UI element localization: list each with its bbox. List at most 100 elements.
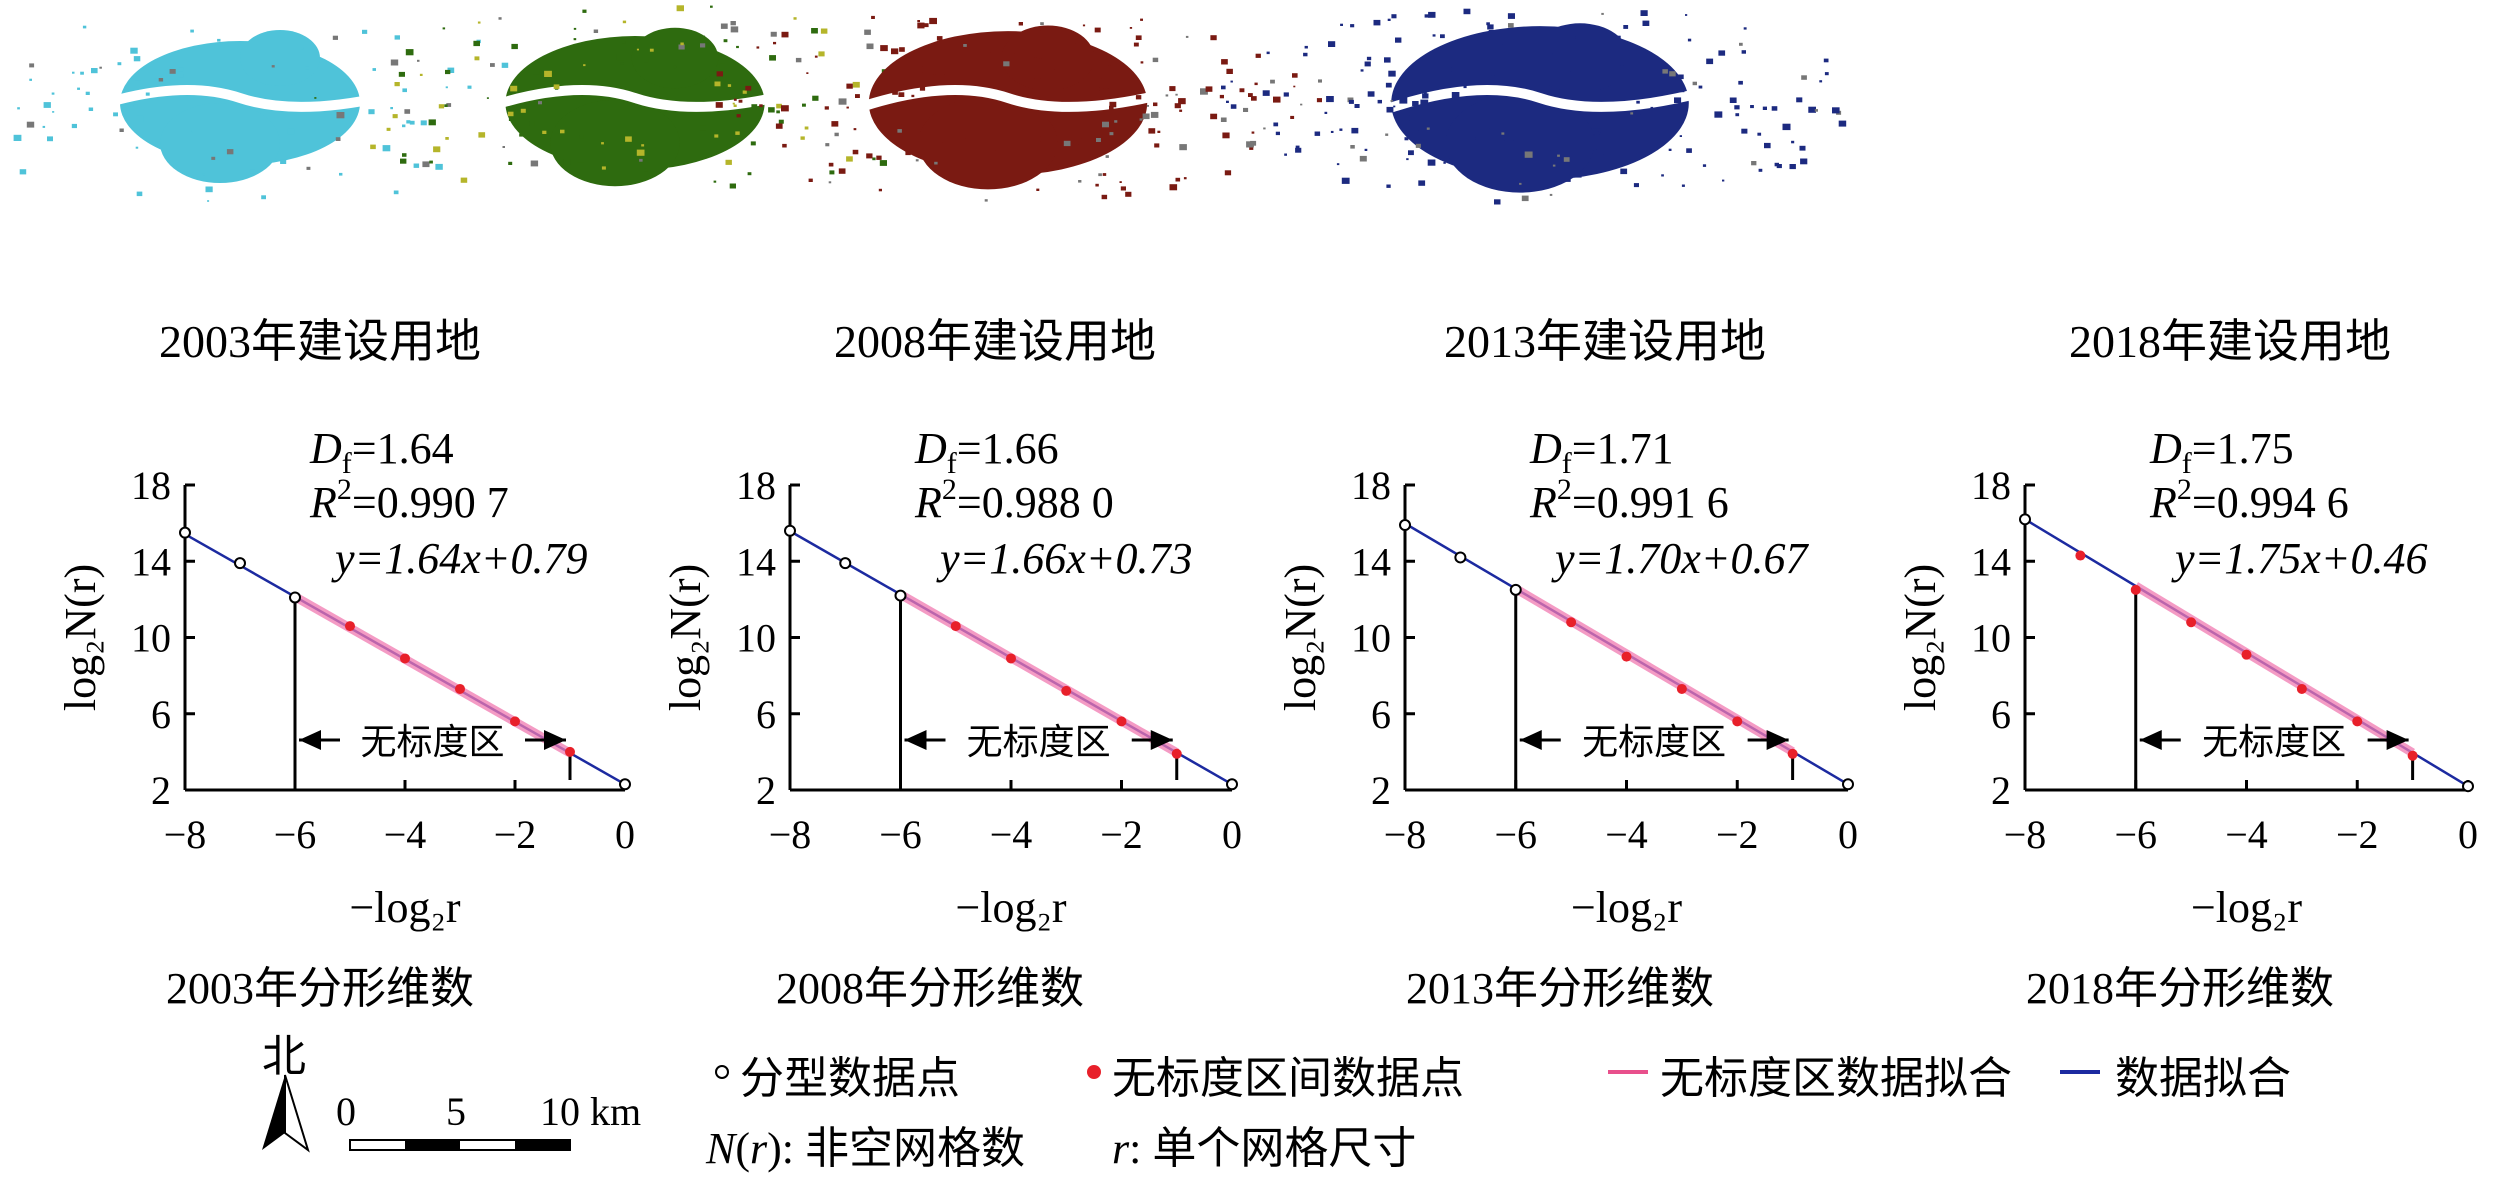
map-river bbox=[483, 85, 797, 113]
map-patch bbox=[1251, 96, 1257, 101]
map-patch bbox=[1098, 173, 1102, 177]
fractal-point bbox=[619, 778, 631, 791]
north-arrow-icon bbox=[262, 1075, 285, 1150]
map-patch bbox=[1050, 66, 1055, 70]
map-patch bbox=[620, 62, 624, 65]
map-patch bbox=[714, 134, 719, 138]
map-patch bbox=[1005, 139, 1008, 142]
map-patch bbox=[178, 73, 184, 78]
map-patch bbox=[1284, 153, 1287, 156]
map-patch bbox=[1722, 179, 1725, 182]
map-patch bbox=[713, 180, 717, 183]
map-patch bbox=[1415, 143, 1421, 148]
fractal-point bbox=[1399, 519, 1411, 532]
map-patch bbox=[700, 125, 707, 131]
map-river bbox=[88, 85, 402, 113]
map-patch bbox=[595, 145, 597, 147]
map-patch bbox=[478, 132, 486, 138]
map-patch bbox=[1039, 56, 1042, 59]
map-patch bbox=[1502, 44, 1506, 48]
map-patch bbox=[145, 92, 150, 96]
map-patch bbox=[1350, 145, 1355, 149]
y-axis-label: log₂N(r) bbox=[56, 564, 105, 711]
map-core-south bbox=[918, 96, 1058, 190]
map-patch bbox=[1283, 92, 1289, 97]
map-patch bbox=[965, 133, 972, 139]
map-patch bbox=[26, 121, 35, 128]
map-patch bbox=[1395, 37, 1402, 43]
map-patch bbox=[878, 188, 882, 192]
map-patch bbox=[1741, 128, 1748, 134]
map-patch bbox=[1409, 115, 1417, 121]
map-patch bbox=[1424, 14, 1429, 18]
map-patch bbox=[1637, 114, 1643, 119]
map-patch bbox=[1838, 120, 1847, 127]
map-patch bbox=[1125, 191, 1132, 197]
fractal-point bbox=[1226, 778, 1238, 791]
map-patch bbox=[447, 67, 455, 73]
map-patch bbox=[800, 136, 805, 140]
map-patch bbox=[1800, 158, 1808, 165]
map-patch bbox=[1426, 127, 1430, 130]
map-patch bbox=[855, 94, 860, 98]
map-patch bbox=[1557, 154, 1560, 157]
map-patch bbox=[392, 114, 398, 119]
map-patch bbox=[1179, 109, 1183, 112]
map-patch bbox=[1774, 162, 1779, 167]
y-tick-label: 18 bbox=[736, 463, 776, 508]
r2-value: =0.990 7 bbox=[352, 478, 509, 527]
map-patch bbox=[582, 9, 587, 13]
x-tick-label: −8 bbox=[1384, 812, 1427, 857]
x-axis-label: −log₂r bbox=[349, 883, 460, 932]
map-patch bbox=[897, 129, 902, 133]
map-patch bbox=[776, 103, 782, 109]
map-patch bbox=[1019, 178, 1024, 183]
map-patch bbox=[1340, 23, 1343, 26]
equation-annotation: y=1.70x+0.67 bbox=[1551, 534, 1809, 583]
map-patch bbox=[723, 39, 728, 43]
map-patch bbox=[736, 45, 739, 49]
map-patch bbox=[1633, 73, 1640, 78]
map-patch bbox=[1618, 50, 1624, 55]
map-patch bbox=[1116, 132, 1120, 135]
map-patch bbox=[133, 104, 138, 108]
scale-free-point bbox=[1787, 748, 1798, 759]
r2-superscript: 2 bbox=[337, 473, 352, 506]
map-patch bbox=[433, 146, 441, 153]
y-axis-label: log₂N(r) bbox=[661, 564, 710, 711]
map-patch bbox=[1599, 128, 1605, 133]
r2-superscript: 2 bbox=[1557, 473, 1572, 506]
map-patch bbox=[892, 90, 898, 95]
map-patch bbox=[1336, 163, 1340, 166]
map-patch bbox=[616, 54, 625, 61]
map-patch bbox=[1248, 93, 1253, 97]
map-patch bbox=[1729, 97, 1737, 103]
map-patch bbox=[394, 82, 400, 87]
map-patch bbox=[710, 5, 713, 8]
scale-free-point bbox=[400, 653, 410, 664]
map-patch bbox=[1669, 71, 1676, 77]
map-patch bbox=[820, 28, 828, 34]
map-patch bbox=[444, 104, 448, 107]
map-patch bbox=[400, 158, 407, 164]
map-patch bbox=[525, 106, 529, 109]
map-patch bbox=[1174, 103, 1181, 109]
map-patch bbox=[136, 115, 144, 123]
map-patch bbox=[446, 103, 452, 107]
map-patch bbox=[986, 52, 991, 56]
map-patch bbox=[1388, 70, 1396, 77]
map-patch bbox=[445, 69, 451, 75]
map-patch bbox=[393, 190, 399, 195]
map-patch bbox=[601, 166, 606, 170]
map-patch bbox=[1799, 145, 1806, 151]
map-patch bbox=[733, 104, 737, 107]
map-patch bbox=[750, 141, 756, 146]
map-patch bbox=[1424, 146, 1427, 149]
map-patch bbox=[1185, 35, 1189, 38]
map-patch bbox=[1367, 91, 1375, 97]
r2-symbol: R bbox=[309, 478, 337, 527]
map-patch bbox=[917, 22, 925, 29]
map-patch bbox=[828, 181, 832, 184]
map-patch bbox=[29, 78, 32, 81]
map-patch bbox=[382, 145, 391, 152]
